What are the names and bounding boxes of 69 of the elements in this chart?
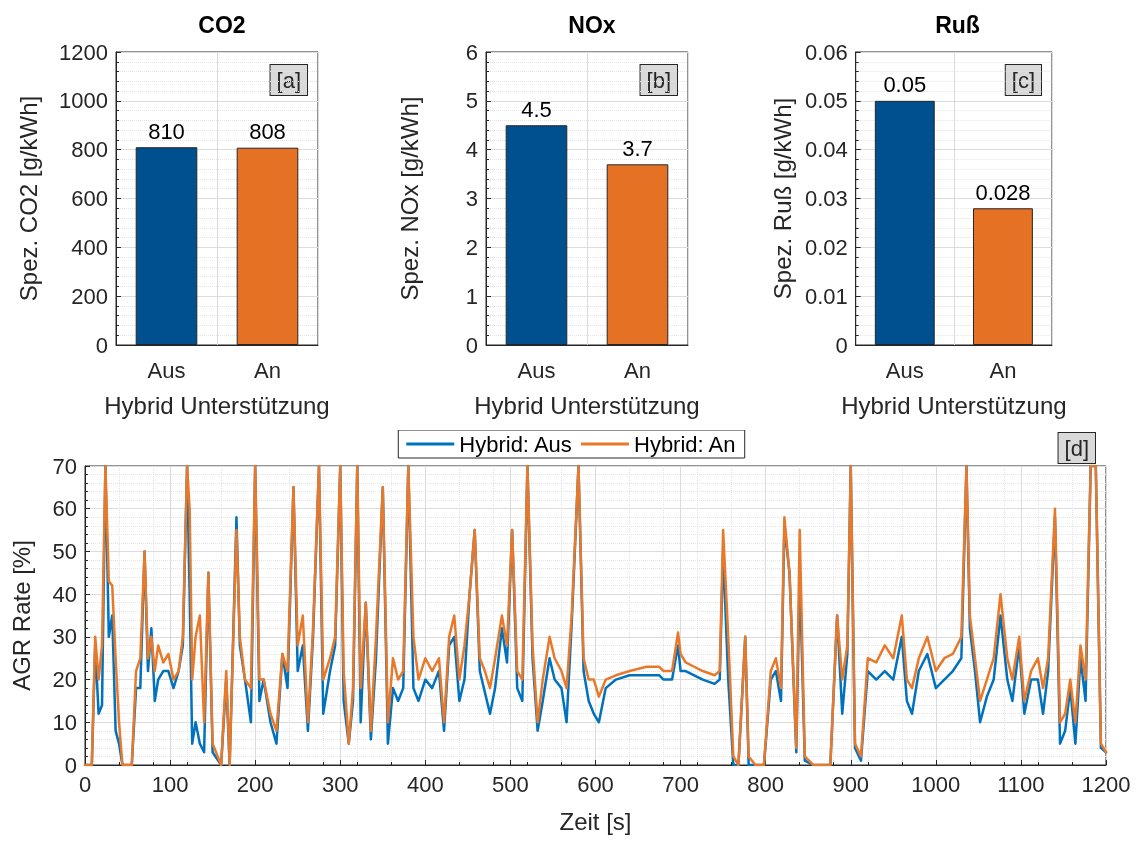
x-tick-label: 100 [151, 771, 189, 797]
x-tick-label: 900 [832, 771, 870, 797]
x-tick-label: An [624, 357, 651, 383]
x-tick-label: 1200 [1081, 771, 1131, 797]
data-label: 4.5 [521, 96, 552, 122]
y-tick-label: 0.04 [804, 137, 848, 163]
data-label: 0.05 [883, 72, 927, 98]
legend-label: Hybrid: Aus [459, 431, 572, 457]
y-tick-label: 0.06 [804, 39, 848, 65]
y-tick-label: 600 [71, 186, 108, 211]
chart-title: CO2 [198, 11, 246, 38]
data-label: 808 [249, 119, 286, 145]
y-tick-label: 400 [71, 234, 108, 260]
y-tick-label: 4 [465, 137, 478, 163]
y-tick-label: 0.01 [804, 283, 848, 309]
y-tick-label: 60 [52, 496, 77, 522]
x-tick-label: 600 [577, 771, 614, 797]
y-tick-label: 0.05 [804, 88, 848, 114]
x-axis-title: Zeit [s] [559, 807, 632, 835]
x-tick-label: 400 [406, 771, 444, 797]
x-tick-label: Aus [885, 357, 924, 383]
y-tick-label: 0 [465, 332, 478, 358]
data-label: 810 [148, 118, 185, 144]
y-tick-label: 6 [465, 39, 478, 65]
x-tick-label: Aus [517, 357, 556, 383]
text: [d] [1064, 435, 1090, 461]
y-tick-label: 0 [95, 332, 108, 358]
x-axis-title: Hybrid Unterstützung [841, 391, 1067, 419]
y-axis-title: Spez. CO2 [g/kWh] [14, 95, 42, 302]
y-tick-label: 10 [52, 709, 77, 735]
y-tick-label: 1000 [59, 88, 108, 114]
x-tick-label: 1000 [911, 771, 961, 797]
x-tick-label: 500 [492, 771, 529, 797]
x-tick-label: Aus [147, 357, 186, 383]
y-axis-title: AGR Rate [%] [7, 540, 35, 691]
annotation: [c] [1011, 67, 1036, 93]
x-tick-label: An [989, 357, 1017, 383]
x-tick-label: 1100 [997, 771, 1045, 797]
annotation: [b] [646, 67, 672, 93]
y-tick-label: 0.03 [804, 186, 848, 211]
y-tick-label: 50 [52, 538, 77, 564]
y-axis-title: Spez. Ruß [g/kWh] [768, 97, 796, 300]
x-tick-label: An [254, 357, 281, 383]
x-tick-label: 200 [236, 771, 274, 797]
y-axis-title: Spez. NOx [g/kWh] [395, 96, 423, 301]
y-tick-label: 20 [52, 667, 77, 693]
y-tick-label: 0 [64, 752, 77, 778]
x-tick-label: 800 [747, 771, 785, 797]
y-tick-label: 1200 [59, 39, 108, 65]
y-tick-label: 2 [465, 234, 478, 260]
chart-title: NOx [568, 11, 616, 38]
y-tick-label: 40 [52, 581, 77, 607]
y-tick-label: 200 [71, 283, 108, 309]
y-tick-label: 70 [52, 453, 77, 479]
y-tick-label: 30 [52, 624, 77, 650]
y-tick-label: 0.02 [804, 234, 848, 260]
data-label: 0.028 [975, 179, 1031, 205]
y-tick-label: 3 [465, 186, 478, 211]
x-axis-title: Hybrid Unterstützung [104, 391, 330, 419]
x-tick-label: 700 [662, 771, 699, 797]
y-tick-label: 800 [71, 137, 108, 163]
legend-label: Hybrid: An [634, 431, 736, 457]
x-axis-title: Hybrid Unterstützung [474, 391, 700, 419]
chart-title: Ruß [935, 11, 980, 38]
y-tick-label: 1 [465, 283, 478, 309]
data-label: 3.7 [622, 135, 653, 161]
y-tick-label: 5 [465, 88, 478, 114]
y-tick-label: 0 [835, 332, 848, 358]
x-tick-label: 300 [321, 771, 359, 797]
